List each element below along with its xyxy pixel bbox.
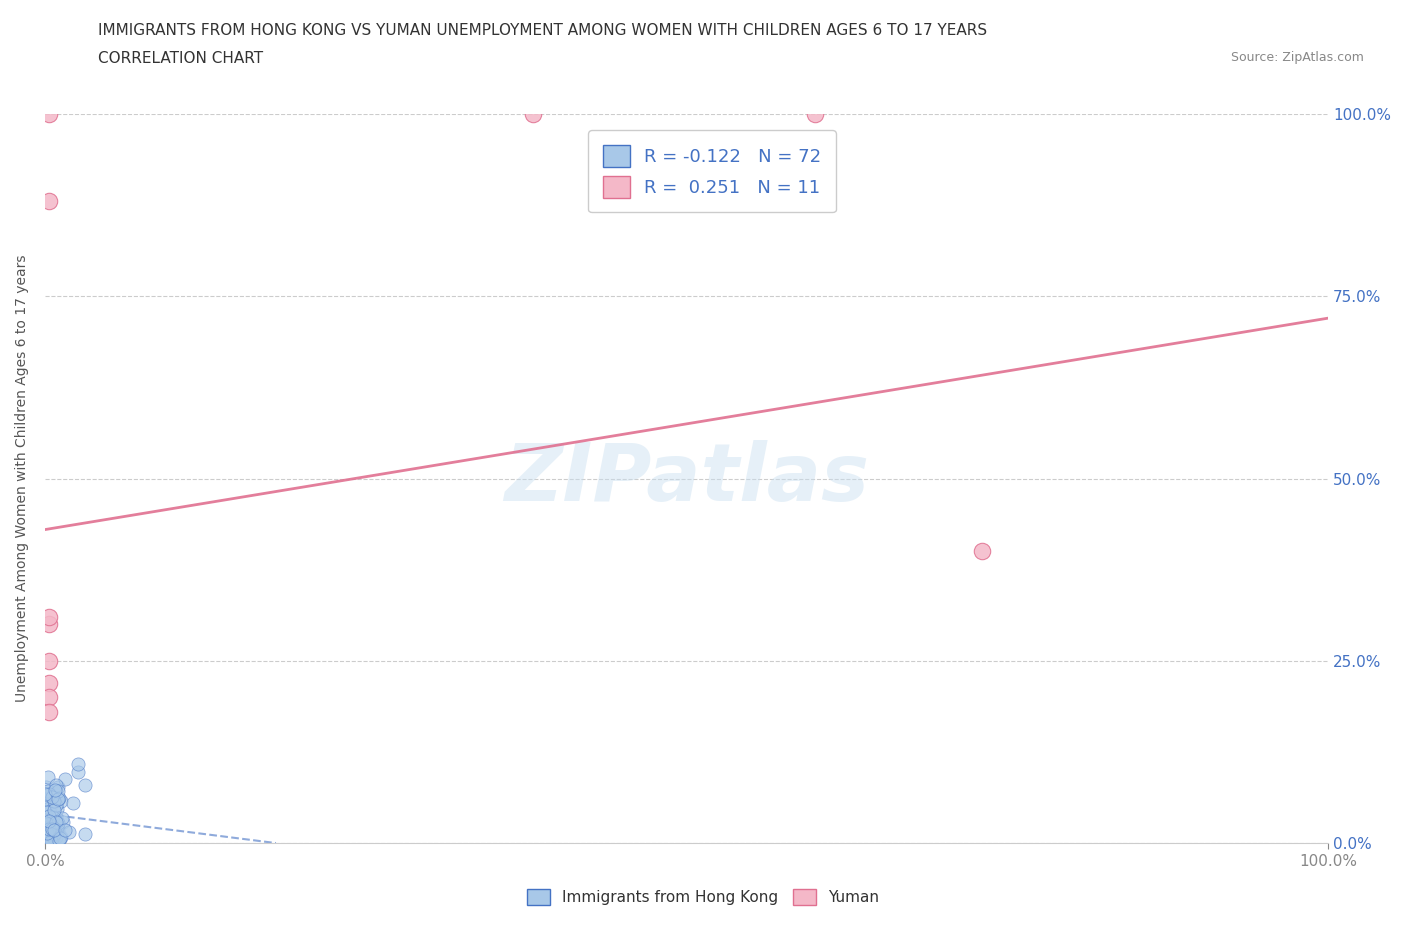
Point <box>48 821 70 836</box>
Point <box>67 765 90 780</box>
Point <box>41 790 63 804</box>
Point <box>46 792 69 807</box>
Point <box>52 814 75 829</box>
Legend: Immigrants from Hong Kong, Yuman: Immigrants from Hong Kong, Yuman <box>519 882 887 913</box>
Point <box>48 791 70 806</box>
Point <box>49 830 72 844</box>
Text: IMMIGRANTS FROM HONG KONG VS YUMAN UNEMPLOYMENT AMONG WOMEN WITH CHILDREN AGES 6: IMMIGRANTS FROM HONG KONG VS YUMAN UNEMP… <box>98 23 987 38</box>
Point <box>970 544 993 559</box>
Point <box>38 832 60 847</box>
Point <box>35 827 58 842</box>
Point <box>45 810 67 825</box>
Point <box>38 822 60 837</box>
Point <box>35 780 58 795</box>
Point <box>34 794 56 809</box>
Point <box>39 817 62 831</box>
Point <box>42 833 65 848</box>
Point <box>38 610 60 625</box>
Point <box>42 822 65 837</box>
Point <box>37 829 59 844</box>
Point <box>38 194 60 209</box>
Point <box>37 817 59 831</box>
Point <box>35 816 58 830</box>
Point <box>46 816 69 830</box>
Point <box>42 793 65 808</box>
Point <box>53 823 76 838</box>
Point <box>46 824 69 839</box>
Point <box>66 757 89 772</box>
Point <box>804 107 827 122</box>
Point <box>42 830 65 844</box>
Point <box>38 829 60 844</box>
Point <box>45 830 67 844</box>
Point <box>38 675 60 690</box>
Point <box>44 827 66 842</box>
Point <box>45 798 67 813</box>
Point <box>45 815 67 830</box>
Point <box>53 771 76 786</box>
Point <box>49 793 72 808</box>
Point <box>34 787 56 802</box>
Point <box>38 654 60 669</box>
Point <box>46 780 69 795</box>
Point <box>73 826 96 841</box>
Text: CORRELATION CHART: CORRELATION CHART <box>98 51 263 66</box>
Legend: R = -0.122   N = 72, R =  0.251   N = 11: R = -0.122 N = 72, R = 0.251 N = 11 <box>589 130 837 212</box>
Point <box>49 830 72 845</box>
Point <box>41 822 63 837</box>
Point <box>35 828 58 843</box>
Point <box>38 825 60 840</box>
Point <box>37 770 59 785</box>
Text: ZIPatlas: ZIPatlas <box>505 440 869 517</box>
Point <box>45 802 67 817</box>
Point <box>34 832 56 847</box>
Point <box>46 792 69 807</box>
Point <box>42 803 65 817</box>
Point <box>75 777 97 792</box>
Point <box>35 826 58 841</box>
Point <box>35 786 58 801</box>
Point <box>38 801 60 816</box>
Point <box>38 814 60 829</box>
Point <box>41 819 63 834</box>
Point <box>58 825 80 840</box>
Point <box>38 617 60 631</box>
Point <box>34 791 56 806</box>
Point <box>34 827 56 842</box>
Point <box>38 690 60 705</box>
Point <box>39 831 62 846</box>
Point <box>48 834 70 849</box>
Point <box>38 107 60 122</box>
Point <box>45 777 67 792</box>
Point <box>39 833 62 848</box>
Point <box>35 825 58 840</box>
Point <box>37 784 59 799</box>
Point <box>38 787 60 802</box>
Point <box>522 107 544 122</box>
Point <box>51 810 73 825</box>
Point <box>38 704 60 719</box>
Point <box>38 835 60 850</box>
Text: Source: ZipAtlas.com: Source: ZipAtlas.com <box>1230 51 1364 64</box>
Point <box>42 809 65 824</box>
Point <box>37 826 59 841</box>
Y-axis label: Unemployment Among Women with Children Ages 6 to 17 years: Unemployment Among Women with Children A… <box>15 255 30 702</box>
Point <box>46 783 69 798</box>
Point <box>62 795 84 810</box>
Point <box>38 801 60 816</box>
Point <box>37 832 59 847</box>
Point <box>38 809 60 824</box>
Point <box>44 783 66 798</box>
Point <box>39 818 62 833</box>
Point <box>35 805 58 820</box>
